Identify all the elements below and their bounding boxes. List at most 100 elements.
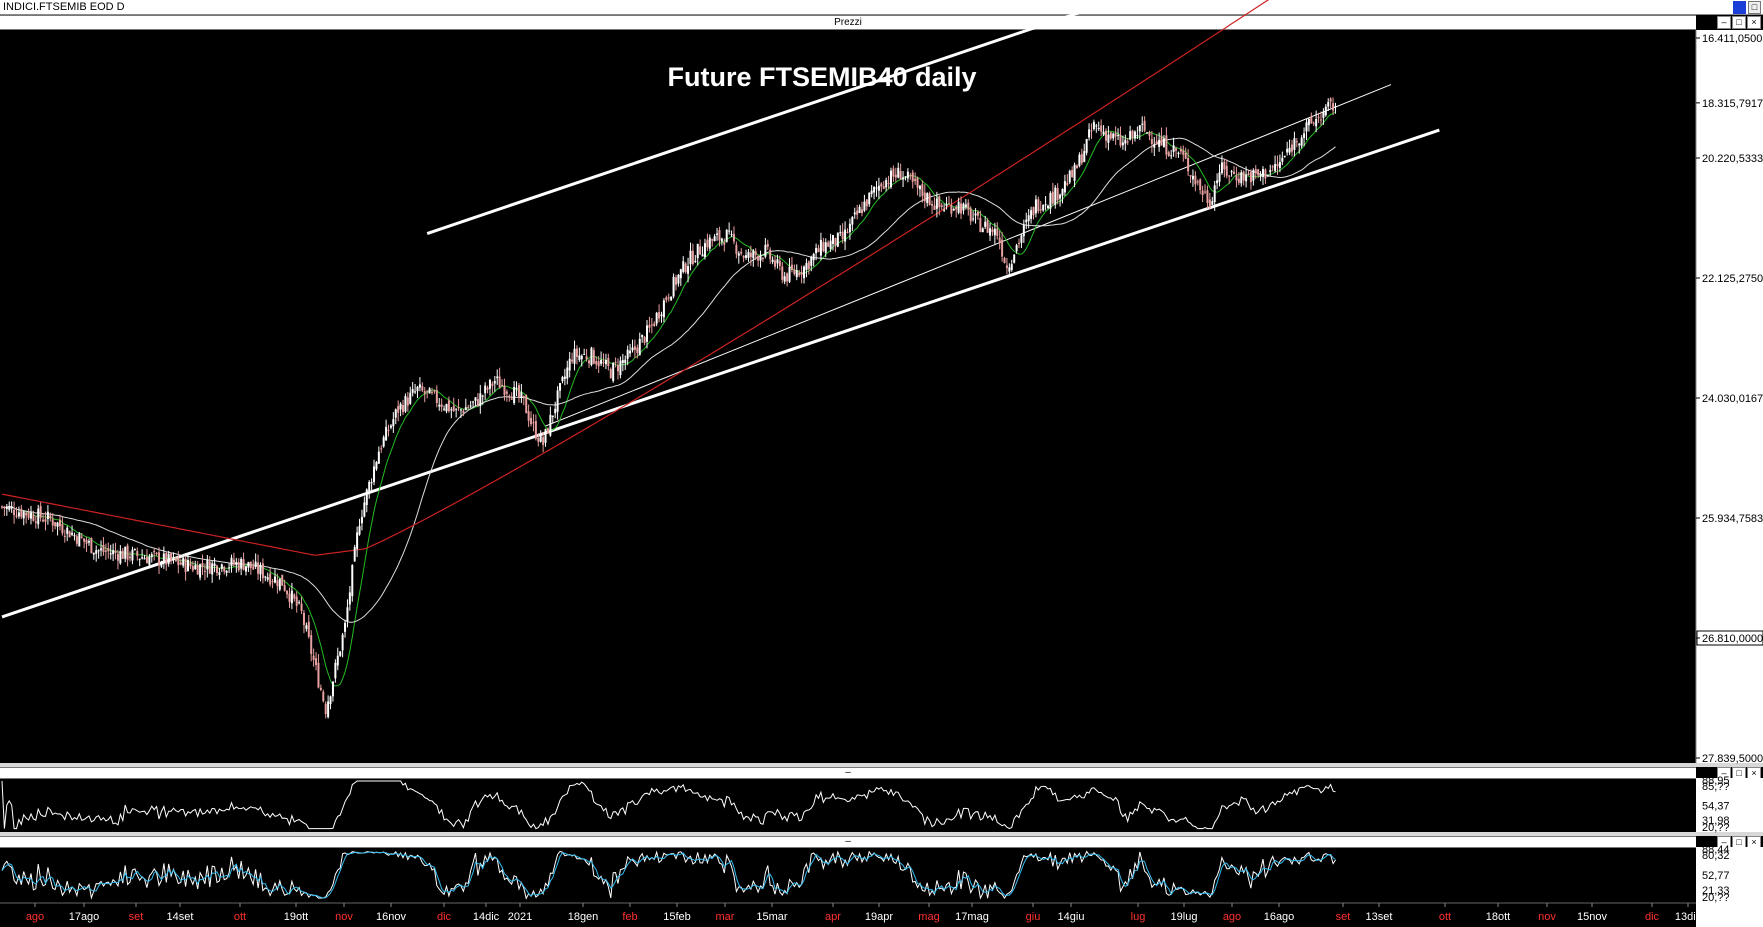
candle-body [1184, 153, 1187, 159]
candle-body [467, 406, 470, 408]
candle-body [218, 572, 221, 575]
candle-body [317, 662, 320, 688]
candle-body [1020, 235, 1023, 243]
candle-body [1003, 257, 1006, 263]
candle-body [554, 408, 557, 414]
candle-body [870, 190, 873, 194]
candle-body [1262, 169, 1265, 177]
candle-body [1220, 162, 1223, 174]
candle-body [653, 323, 656, 326]
candle-body [1233, 171, 1236, 175]
candle-body [1158, 139, 1161, 147]
pane-maximize-button[interactable]: □ [1732, 16, 1746, 29]
candle-body [1162, 138, 1165, 147]
candle-body [1155, 141, 1158, 145]
candle-body [1005, 265, 1008, 269]
candle-body [83, 538, 86, 542]
pane-separator[interactable] [0, 763, 1763, 767]
candle-body [926, 193, 929, 203]
candle-body [1199, 179, 1202, 191]
osc1-axis-panel [1696, 778, 1763, 832]
candle-body [1131, 130, 1134, 138]
candle-body [1240, 172, 1243, 184]
x-tick-label: 16ago [1264, 911, 1295, 923]
pane-separator[interactable] [0, 832, 1763, 836]
candle-body [931, 203, 934, 206]
x-tick-label: set [1336, 911, 1351, 923]
candle-body [496, 376, 499, 379]
candle-body [365, 489, 368, 506]
candle-body [607, 357, 610, 367]
candle-body [614, 361, 617, 363]
chart-title: Future FTSEMIB40 daily [667, 62, 976, 92]
minimize-button[interactable] [1733, 1, 1746, 14]
candle-body [1264, 169, 1267, 179]
candle-body [1146, 132, 1149, 134]
candle-body [1254, 169, 1257, 173]
candle-body [1247, 173, 1250, 176]
candle-body [394, 409, 397, 418]
candle-body [1249, 171, 1252, 183]
candle-body [950, 204, 953, 214]
candle-body [803, 266, 806, 279]
candle-body [259, 565, 262, 575]
candle-body [404, 396, 407, 412]
candle-body [1088, 129, 1091, 138]
candle-body [358, 525, 361, 535]
x-tick-label: 13set [1366, 911, 1393, 923]
candle-body [730, 234, 733, 236]
x-tick-label: 14set [167, 911, 194, 923]
candle-body [633, 346, 636, 350]
candle-body [469, 405, 472, 407]
candle-body [450, 409, 453, 411]
candle-body [899, 171, 902, 180]
candle-body [133, 549, 136, 551]
maximize-button[interactable]: □ [1748, 1, 1761, 14]
ma-short-line [1, 111, 1336, 687]
candle-body [51, 519, 54, 526]
candle-body [462, 410, 465, 414]
candle-body [220, 564, 223, 569]
candle-body [339, 651, 342, 656]
trend-channel [1, 0, 1440, 619]
candle-body [520, 392, 523, 398]
candle-body [645, 325, 648, 342]
price-tick-label: 24.030,0167 [1702, 393, 1763, 405]
candle-body [933, 205, 936, 210]
candle-body [1114, 133, 1117, 137]
candle-body [1175, 148, 1178, 151]
pane-minimize-button[interactable]: – [1717, 16, 1731, 29]
osc-tick-label: 21,33 [1702, 885, 1730, 897]
candle-body [182, 557, 185, 566]
candle-body [411, 389, 414, 393]
candle-body [923, 192, 926, 202]
pane-close-button[interactable]: × [1747, 16, 1761, 29]
candle-body [457, 407, 460, 409]
candle-body [781, 266, 784, 280]
candle-body [1327, 102, 1330, 107]
candle-body [684, 263, 687, 273]
lower-trendline [1, 128, 1440, 619]
candle-body [1001, 239, 1004, 257]
candle-body [561, 377, 564, 382]
candle-body [945, 204, 948, 206]
candle-body [228, 567, 231, 569]
candle-body [1083, 151, 1086, 162]
candle-body [310, 635, 313, 655]
candle-body [1061, 188, 1064, 196]
candle-body [938, 196, 941, 208]
candle-body [491, 383, 494, 386]
candle-body [433, 390, 436, 392]
candle-body [694, 260, 697, 262]
candle-body [356, 532, 359, 549]
candle-body [44, 519, 47, 522]
candle-body [1322, 111, 1325, 118]
candle-body [1136, 135, 1139, 137]
candle-body [170, 553, 173, 561]
candle-body [208, 561, 211, 574]
candle-body [109, 553, 112, 555]
candle-body [1022, 224, 1025, 237]
candle-body [904, 176, 907, 178]
osc1-pane-header: – [0, 767, 1696, 779]
